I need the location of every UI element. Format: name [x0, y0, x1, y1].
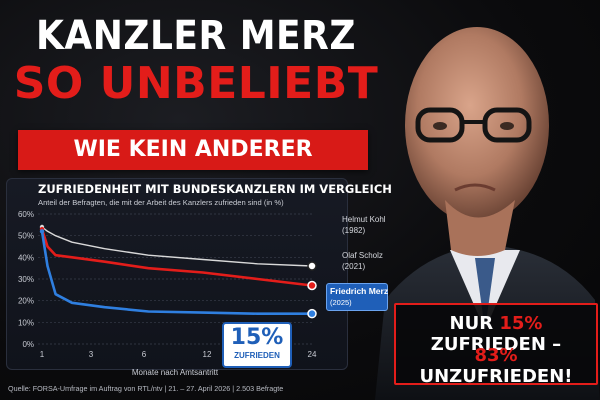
series-kohl-end-point [307, 261, 317, 271]
cta-line-1: NUR 15% ZUFRIEDEN – [396, 313, 596, 355]
cta-suffix-1: ZUFRIEDEN – [430, 334, 562, 355]
x-tick-label: 1 [40, 350, 45, 359]
source-note: Quelle: FORSA-Umfrage im Auftrag von RTL… [8, 384, 284, 393]
y-tick-label: 30% [18, 275, 34, 284]
x-tick-label: 24 [308, 350, 317, 359]
cta-highlight-1: 15% [499, 313, 543, 334]
chart-title: ZUFRIEDENHEIT MIT BUNDESKANZLERN IM VERG… [38, 182, 392, 196]
series-merz-start-point [39, 229, 45, 234]
x-tick-label: 12 [203, 350, 212, 359]
series-scholz-line [40, 228, 313, 287]
y-tick-label: 20% [18, 297, 34, 306]
legend-kohl-year: (1982) [342, 226, 366, 235]
cta-prefix: NUR [449, 313, 494, 334]
series-merz-end-point [307, 308, 317, 319]
y-tick-label: 0% [22, 340, 34, 349]
legend-scholz: Olaf Scholz (2021) [342, 250, 383, 272]
callout-badge: 15% ZUFRIEDEN [222, 322, 292, 368]
y-tick-label: 60% [18, 210, 34, 219]
legend-merz-year: (2025) [330, 298, 352, 307]
cta-box: NUR 15% ZUFRIEDEN – 83% UNZUFRIEDEN! [394, 303, 598, 387]
headline-line-1: KANZLER MERZ [36, 13, 356, 59]
cta-highlight-2: 83% [474, 345, 518, 366]
x-axis-label: Monate nach Amtsantritt [131, 368, 219, 377]
headline-line-2: SO UNBELIEBT [13, 58, 379, 109]
legend-merz-name: Friedrich Merz [330, 286, 389, 296]
legend-scholz-year: (2021) [342, 262, 366, 271]
x-tick-label: 3 [89, 350, 94, 359]
legend-merz: Friedrich Merz (2025) [330, 286, 388, 308]
y-tick-label: 50% [18, 232, 34, 241]
callout-value: 15% [230, 325, 284, 350]
series-merz-line [40, 231, 312, 315]
x-tick-label: 6 [142, 350, 147, 359]
callout-label: ZUFRIEDEN [234, 351, 280, 360]
y-tick-label: 40% [18, 253, 34, 262]
cta-line-2: 83% UNZUFRIEDEN! [396, 345, 596, 387]
legend-scholz-name: Olaf Scholz [342, 251, 383, 260]
series-kohl-line [41, 226, 313, 267]
cta-suffix-2: UNZUFRIEDEN! [419, 366, 573, 387]
legend-kohl: Helmut Kohl (1982) [342, 214, 386, 236]
legend-merz-box [326, 283, 388, 311]
chart-subtitle: Anteil der Befragten, die mit der Arbeit… [38, 198, 284, 207]
legend-kohl-name: Helmut Kohl [342, 215, 386, 224]
y-tick-label: 10% [18, 318, 34, 327]
series-scholz-end-point [307, 280, 317, 291]
